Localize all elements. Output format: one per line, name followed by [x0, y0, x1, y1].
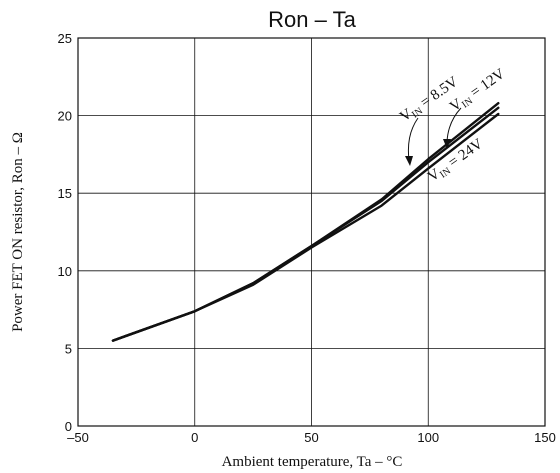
x-axis-label: Ambient temperature, Ta – °C	[222, 454, 403, 470]
annotation-vin-12v-sub: IN	[460, 96, 475, 111]
annotation-vin-8-5v-sub: IN	[410, 106, 425, 121]
series-line-vin-12v	[111, 106, 500, 342]
arrow-head-8-5v	[405, 156, 413, 166]
grid-lines	[78, 38, 545, 426]
annotation-vin-24v: VIN = 24V	[425, 136, 487, 187]
x-tick-label: –50	[67, 430, 89, 445]
y-tick-label: 20	[58, 109, 72, 124]
series-line-vin-8-5v	[111, 101, 500, 342]
plot-frame	[77, 37, 546, 427]
x-tick-label: 100	[417, 430, 439, 445]
arrow-vin-12v	[446, 107, 462, 143]
y-tick-label: 5	[65, 341, 72, 356]
series-lines	[111, 101, 500, 342]
annotation-vin-24v-sub: IN	[438, 166, 453, 181]
annotation-arrows	[405, 107, 462, 166]
series-line-vin-24v	[111, 112, 500, 342]
x-tick-label: 0	[191, 430, 198, 445]
chart-title: Ron – Ta	[268, 7, 356, 32]
x-tick-label: 50	[304, 430, 318, 445]
annotation-vin-12v-rest: = 12V	[465, 66, 509, 103]
y-tick-label: 25	[58, 31, 72, 46]
x-tick-label: 150	[534, 430, 556, 445]
arrow-head-12v	[443, 139, 451, 149]
arrow-vin-8-5v	[407, 117, 419, 161]
annotation-vin-12v: VIN = 12V	[447, 66, 509, 117]
y-tick-label: 0	[65, 419, 72, 434]
y-tick-label: 15	[58, 186, 72, 201]
y-axis-label: Power FET ON resistor, Ron – Ω	[10, 132, 26, 332]
y-tick-label: 10	[58, 264, 72, 279]
